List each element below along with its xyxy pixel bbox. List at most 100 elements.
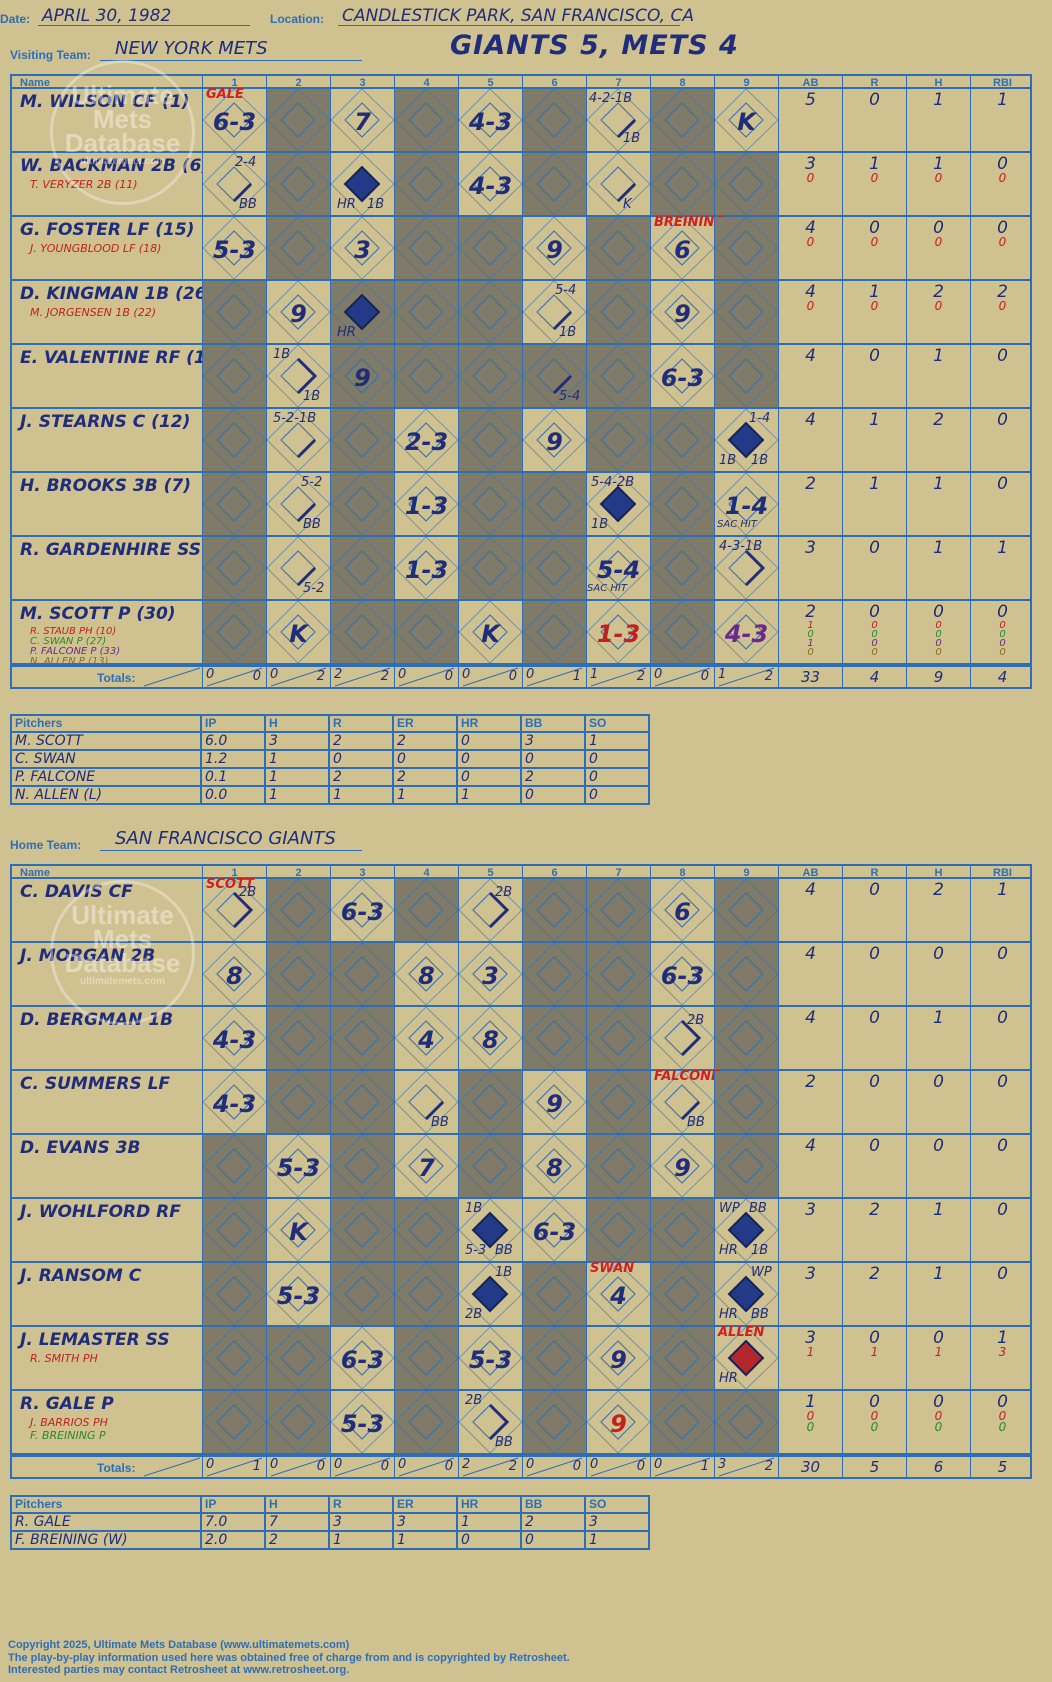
base-diamond (203, 943, 266, 1005)
substitute-stat-value: 0 (998, 1420, 1007, 1434)
inning-cell (650, 1391, 714, 1453)
batter-name-cell: J. WOHLFORD RF (12, 1199, 202, 1261)
inning-hits: 2 (764, 1459, 773, 1474)
base-diamond (715, 89, 778, 151)
pitching-stat: 1 (456, 1512, 522, 1532)
play-note: 5-4 (559, 389, 581, 404)
inning-cell: 1B 2B (458, 1263, 522, 1325)
batter-name: D. KINGMAN 1B (26) (20, 284, 215, 304)
stat-h: 2 (906, 409, 970, 471)
pitching-stat: 2 (328, 731, 394, 751)
home-pitchers-table: Pitchers IP H R ER HR BB SO R. GALE 7.0 7 3 3 1 2 3 F. B… (10, 1495, 650, 1550)
base-diamond (395, 153, 458, 215)
inning-cell (586, 1071, 650, 1133)
base-diamond (715, 473, 778, 535)
play-note: 1B (623, 131, 641, 146)
inning-hits: 2 (380, 669, 389, 684)
pitcher-row: P. FALCONE 0.1 1 2 2 0 2 0 (10, 767, 650, 787)
pitching-change-note: BREINING (654, 215, 725, 230)
play-result: 8 (226, 962, 243, 990)
stat-h: 1 (906, 1007, 970, 1069)
inning-cell (330, 409, 394, 471)
inning-cell (266, 1391, 330, 1453)
batter-name: D. EVANS 3B (20, 1138, 141, 1158)
base-diamond (715, 1391, 778, 1453)
base-diamond (651, 217, 714, 279)
stat-r: 0 (842, 1007, 906, 1069)
base-diamond (395, 1391, 458, 1453)
inning-cell: SCOTT 2B (202, 877, 266, 941)
stat-ab: 4 (778, 1007, 842, 1069)
stat-value: 1 (869, 282, 880, 302)
inning-cell: 4-3 (458, 89, 522, 151)
play-result: 9 (546, 428, 563, 456)
stat-rbi: 0 (970, 1135, 1034, 1197)
batter-name-cell: J. LEMASTER SS R. SMITH PH (12, 1327, 202, 1389)
inning-cell (330, 943, 394, 1005)
base-diamond (523, 1007, 586, 1069)
base-diamond (523, 1135, 586, 1197)
play-result: 5-4 (596, 556, 641, 584)
ultimate-mets-watermark: Ultimate Mets Database ultimatemets.com (50, 880, 195, 1025)
column-ab: AB (778, 866, 842, 881)
inning-cell (714, 217, 778, 279)
base-diamond (203, 879, 266, 941)
inning-runs: 0 (526, 1457, 535, 1472)
substitute-stat-value: 0 (999, 647, 1006, 658)
inning-hits: 0 (636, 1459, 645, 1474)
base-diamond (651, 153, 714, 215)
base-diamond (395, 1135, 458, 1197)
inning-cell (650, 1263, 714, 1325)
base-diamond (395, 345, 458, 407)
play-note: BB (431, 1115, 449, 1130)
inning-cell (586, 943, 650, 1005)
stat-value: 0 (997, 1136, 1008, 1156)
play-note: 2-4 (235, 155, 257, 170)
batter-row: M. WILSON CF (1) 6-3 GALE 7 4-3 4-2-1B 1B K 5 0 1 1 (10, 87, 1032, 153)
inning-cell (586, 217, 650, 279)
play-note: HR (719, 1371, 738, 1386)
pitcher-row: N. ALLEN (L) 0.0 1 1 1 1 0 0 (10, 785, 650, 805)
stat-h: 1 (906, 537, 970, 599)
base-diamond (459, 1391, 522, 1453)
pitching-column-ip: IP (200, 714, 266, 733)
stat-value: 1 (933, 90, 944, 110)
play-result: 9 (290, 300, 307, 328)
pitching-change-note: SCOTT (206, 877, 254, 892)
inning-cell (522, 1391, 586, 1453)
inning-cell (330, 1263, 394, 1325)
stat-ab: 3 (778, 537, 842, 599)
stat-value: 1 (997, 90, 1008, 110)
play-result: K (481, 620, 500, 648)
pitching-stat: 2 (520, 1512, 586, 1532)
play-note: WP (751, 1265, 772, 1280)
column-inning-1: 1 (202, 76, 266, 91)
column-name: Name (20, 867, 50, 879)
stat-rbi: 1 (970, 879, 1034, 941)
pitching-stat: 0 (328, 749, 394, 769)
inning-cell (714, 1007, 778, 1069)
substitute-stat-value: 1 (934, 1345, 943, 1359)
stat-r: 0 (842, 345, 906, 407)
inning-hits: 0 (380, 1459, 389, 1474)
substitute-stat-value: 0 (870, 171, 879, 185)
batter-name: M. SCOTT P (30) (20, 604, 176, 624)
batter-name-cell: R. GARDENHIRE SS (19) (12, 537, 246, 599)
base-diamond (715, 345, 778, 407)
stat-rbi: 0 (970, 409, 1034, 471)
inning-cell: 1B 5-3 BB (458, 1199, 522, 1261)
stat-r: 0 (842, 943, 906, 1005)
pitcher-name: R. GALE (10, 1512, 202, 1532)
inning-cell (394, 1391, 458, 1453)
stat-r: 0 (842, 1135, 906, 1197)
column-ab: AB (778, 76, 842, 91)
play-result: 5-3 (212, 236, 257, 264)
batter-name-cell: E. VALENTINE RF (17) (12, 345, 225, 407)
substitute-name: P. FALCONE P (33) (30, 646, 121, 657)
base-diamond (523, 409, 586, 471)
